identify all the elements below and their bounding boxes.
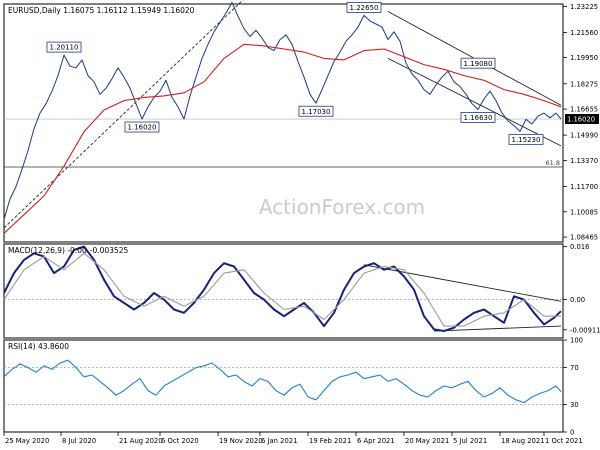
y-tick-label: 1.21560 bbox=[570, 29, 598, 37]
price-annotation-box bbox=[460, 57, 496, 69]
y-tick-label: 1.10085 bbox=[570, 208, 598, 216]
moving-average-series bbox=[3, 43, 562, 234]
y-tick-label: 30 bbox=[570, 401, 579, 409]
y-tick-label: 1.19950 bbox=[570, 54, 598, 62]
rsi-plot: 100 70 30 0 bbox=[3, 337, 583, 437]
macd-header-value: -0.003525 bbox=[90, 246, 129, 255]
rsi-series bbox=[3, 359, 562, 404]
price-annotation: 1.20110 bbox=[50, 44, 79, 52]
price-annotation: 1.19080 bbox=[464, 60, 493, 68]
x-tick-label: 19 Nov 2020 bbox=[219, 437, 263, 445]
macd-plot: 0.016 0.00 -0.009116 bbox=[3, 243, 600, 334]
price-header: EURUSD,Daily 1.16075 1.16112 1.15949 1.1… bbox=[8, 6, 195, 15]
x-tick-label: 6 Oct 2020 bbox=[161, 437, 199, 445]
y-tick-label: 1.18275 bbox=[570, 80, 598, 88]
y-tick-label: 0 bbox=[570, 429, 574, 437]
x-tick-label: 5 Jul 2021 bbox=[453, 437, 487, 445]
x-tick-label: 19 Feb 2021 bbox=[309, 437, 351, 445]
y-tick-label: -0.009116 bbox=[570, 326, 600, 334]
x-tick-label: 25 May 2020 bbox=[5, 437, 49, 445]
x-tick-label: 6 Apr 2021 bbox=[357, 437, 395, 445]
rising-trend-line bbox=[3, 0, 244, 229]
upper-trend-line bbox=[363, 264, 562, 302]
rsi-panel-frame bbox=[3, 339, 564, 433]
y-tick-label: 1.11700 bbox=[570, 183, 598, 191]
last-price-box bbox=[565, 114, 599, 125]
y-tick-label: 1.13370 bbox=[570, 157, 598, 165]
price-annotation-box bbox=[124, 121, 160, 133]
macd-header: MACD(12,26,9) -0.00 -0.003525 bbox=[8, 246, 128, 255]
y-tick-label: 0.016 bbox=[570, 243, 589, 251]
falling-channel-bottom-line bbox=[387, 57, 562, 147]
price-annotation-box bbox=[298, 105, 334, 117]
y-tick-label: 70 bbox=[570, 364, 579, 372]
x-tick-label: 6 Jan 2021 bbox=[261, 437, 297, 445]
price-annotation-box bbox=[460, 112, 496, 123]
lower-trend-line bbox=[433, 325, 562, 332]
y-tick-label: 1.08465 bbox=[570, 234, 598, 242]
price-annotation-box bbox=[46, 41, 82, 53]
price-annotation: 1.16630 bbox=[464, 114, 493, 122]
last-price-label: 1.16020 bbox=[567, 116, 595, 124]
price-annotation-box bbox=[346, 2, 382, 13]
price-annotation: 1.15230 bbox=[512, 136, 541, 144]
price-annotation-box bbox=[508, 133, 544, 145]
x-tick-label: 21 Aug 2020 bbox=[119, 437, 163, 445]
fib-label: 61.8 bbox=[546, 159, 560, 167]
y-tick-label: 1.14990 bbox=[570, 132, 598, 140]
price-plot: 61.8 1.23225 1.21560 1.19950 1.18275 1.16655 1… bbox=[3, 0, 599, 242]
y-tick-label: 0.00 bbox=[570, 296, 585, 304]
price-panel-frame bbox=[3, 3, 564, 243]
price-annotation: 1.22650 bbox=[350, 4, 379, 12]
price-series bbox=[3, 1, 562, 220]
price-annotation: 1.16020 bbox=[128, 124, 157, 132]
macd-series bbox=[3, 245, 562, 332]
signal-series bbox=[3, 252, 561, 327]
x-tick-label: 8 Jul 2020 bbox=[62, 437, 96, 445]
price-annotation: 1.17030 bbox=[302, 108, 331, 116]
x-tick-label: 20 May 2021 bbox=[405, 437, 449, 445]
rsi-header: RSI(14) 43.8600 bbox=[8, 342, 69, 351]
x-tick-label: 18 Aug 2021 bbox=[501, 437, 545, 445]
y-tick-label: 1.16655 bbox=[570, 106, 598, 114]
watermark: ActionForex.com bbox=[259, 195, 425, 219]
y-tick-label: 1.23225 bbox=[570, 3, 598, 11]
x-tick-label: 1 Oct 2021 bbox=[545, 437, 583, 445]
y-tick-label: 100 bbox=[570, 337, 583, 345]
